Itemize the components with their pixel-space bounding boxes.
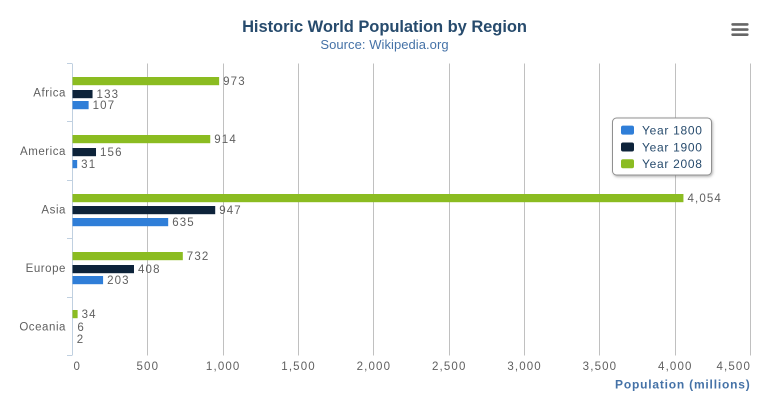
svg-text:914: 914 [214,134,237,146]
svg-text:4,000: 4,000 [658,361,693,373]
svg-text:973: 973 [223,76,246,88]
svg-text:34: 34 [82,309,97,321]
svg-text:2,000: 2,000 [357,361,392,373]
svg-text:107: 107 [93,100,116,112]
svg-text:2,500: 2,500 [432,361,467,373]
svg-text:133: 133 [97,89,120,101]
svg-text:Europe: Europe [26,263,66,275]
svg-text:203: 203 [107,275,130,287]
svg-text:Year 1800: Year 1800 [642,124,703,138]
svg-text:America: America [20,146,66,158]
svg-text:2: 2 [77,334,85,346]
svg-text:1,500: 1,500 [281,361,316,373]
svg-text:Asia: Asia [41,205,66,217]
svg-text:Historic World Population by R: Historic World Population by Region [242,18,527,36]
svg-text:1,000: 1,000 [206,361,241,373]
svg-text:3,500: 3,500 [583,361,618,373]
svg-text:0: 0 [74,361,82,373]
svg-text:4,500: 4,500 [716,361,751,373]
svg-text:3,000: 3,000 [507,361,542,373]
svg-text:500: 500 [137,361,160,373]
svg-text:4,054: 4,054 [687,193,722,205]
svg-text:635: 635 [172,217,195,229]
svg-text:Africa: Africa [33,88,66,100]
svg-text:Year 1900: Year 1900 [642,140,703,154]
svg-text:31: 31 [81,159,96,171]
svg-text:Year 2008: Year 2008 [642,157,703,171]
svg-text:Source: Wikipedia.org: Source: Wikipedia.org [320,37,448,52]
svg-text:947: 947 [219,205,242,217]
svg-text:156: 156 [100,147,123,159]
svg-text:Population (millions): Population (millions) [615,378,750,392]
svg-text:732: 732 [187,251,210,263]
svg-text:Oceania: Oceania [19,321,66,333]
svg-text:408: 408 [138,264,161,276]
svg-text:6: 6 [77,322,85,334]
